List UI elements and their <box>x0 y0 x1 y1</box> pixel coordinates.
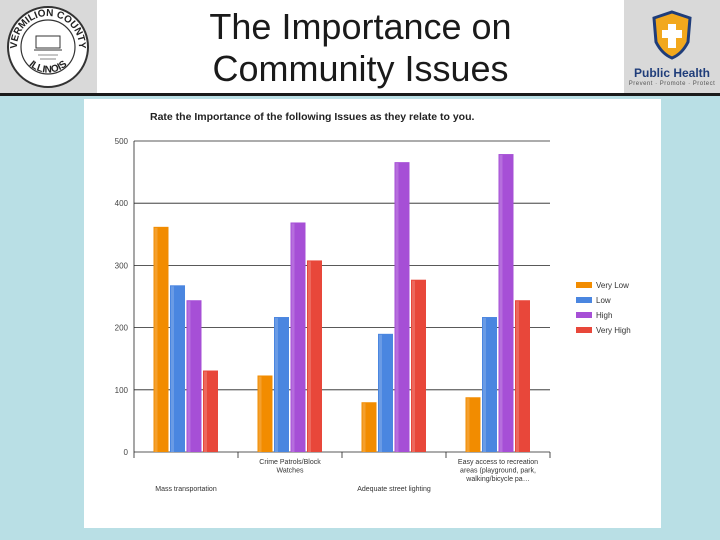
bar-highlight <box>204 371 207 452</box>
bar <box>257 375 273 452</box>
bar-highlight <box>308 261 311 452</box>
county-logo: VERMILION COUNTY ILLINOIS <box>0 0 97 95</box>
public-health-shield-icon <box>652 10 692 60</box>
legend-label: High <box>596 311 612 320</box>
bar <box>153 226 169 452</box>
legend-swatch <box>576 282 592 288</box>
public-health-logo <box>624 0 720 95</box>
slide-title: The Importance on Community Issues <box>97 6 624 90</box>
bar-highlight <box>412 280 415 452</box>
bar <box>465 397 481 452</box>
bar-highlight <box>275 318 278 452</box>
y-tick-label: 0 <box>124 448 129 457</box>
header-divider <box>0 93 720 96</box>
slide-header: VERMILION COUNTY ILLINOIS The Importance… <box>0 0 720 96</box>
legend-label: Low <box>596 296 611 305</box>
bar <box>361 402 377 452</box>
y-tick-label: 300 <box>115 261 129 270</box>
public-health-text: Public Health <box>633 66 710 80</box>
x-category-label: Crime Patrols/Block <box>259 459 321 466</box>
seal-bottom-text: ILLINOIS <box>27 58 70 75</box>
bar <box>394 162 410 452</box>
bar-highlight <box>395 163 399 452</box>
bar-chart: Rate the Importance of the following Iss… <box>115 111 631 493</box>
x-category-label: walking/bicycle pa… <box>465 476 529 483</box>
y-tick-label: 400 <box>115 199 129 208</box>
bar <box>170 285 185 452</box>
title-line-1: The Importance on <box>209 6 512 47</box>
county-seal-icon: VERMILION COUNTY ILLINOIS <box>7 6 89 88</box>
y-tick-label: 100 <box>115 386 129 395</box>
svg-text:ILLINOIS: ILLINOIS <box>27 58 70 75</box>
x-category-label: Easy access to recreation <box>458 459 538 466</box>
bar-highlight <box>291 223 295 452</box>
legend-swatch <box>576 297 592 303</box>
y-tick-label: 500 <box>115 137 129 146</box>
bar <box>482 317 497 452</box>
bar <box>411 279 426 452</box>
bar-highlight <box>516 301 519 452</box>
public-health-subtext: Prevent · Promote · Protect <box>628 81 716 87</box>
bar-highlight <box>379 334 382 452</box>
chart-panel: Rate the Importance of the following Iss… <box>84 99 661 528</box>
bar <box>515 300 530 452</box>
bar-highlight <box>171 286 174 452</box>
y-tick-label: 200 <box>115 324 129 333</box>
chart-title: Rate the Importance of the following Iss… <box>150 111 474 123</box>
bar <box>203 370 218 452</box>
x-category-label: Adequate street lighting <box>357 486 431 493</box>
x-category-label: areas (playground, park, <box>460 468 536 475</box>
title-line-2: Community Issues <box>212 48 509 89</box>
bar-highlight <box>154 227 158 452</box>
bar <box>378 333 393 452</box>
legend-swatch <box>576 327 592 333</box>
bar-highlight <box>362 403 366 452</box>
bar-highlight <box>466 398 470 452</box>
bar-highlight <box>499 155 503 452</box>
bar <box>274 317 289 452</box>
legend-swatch <box>576 312 592 318</box>
bar <box>186 300 202 452</box>
bar <box>290 222 306 452</box>
x-category-label: Watches <box>277 468 304 475</box>
bar-highlight <box>187 301 191 452</box>
legend-label: Very Low <box>596 281 629 290</box>
bar-highlight <box>483 318 486 452</box>
title-area: The Importance on Community Issues <box>97 0 624 95</box>
bar-highlight <box>258 376 262 452</box>
legend-label: Very High <box>596 326 631 335</box>
x-category-label: Mass transportation <box>155 486 217 493</box>
bar <box>498 154 514 452</box>
bar <box>307 260 322 452</box>
